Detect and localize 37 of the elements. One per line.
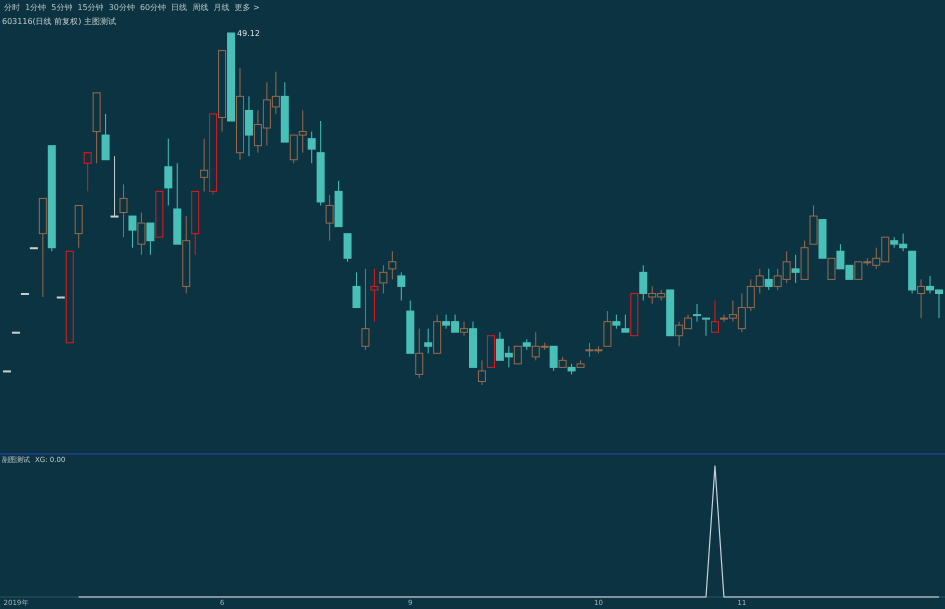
candlestick [397, 272, 406, 302]
candlestick [764, 268, 773, 290]
candlestick [361, 268, 370, 350]
candlestick [352, 272, 360, 308]
chart-title: 603116(日线 前复权) 主图测试 [2, 17, 116, 26]
candlestick [558, 356, 567, 368]
candlestick [514, 346, 522, 364]
candlestick [621, 314, 630, 333]
candlestick [120, 184, 128, 238]
candlestick [917, 278, 926, 319]
candlestick [460, 321, 468, 336]
candlestick [308, 131, 316, 164]
candlestick [128, 216, 136, 248]
candlestick [146, 222, 154, 256]
candlestick [639, 264, 648, 302]
candlestick [379, 264, 388, 294]
candlestick [415, 328, 424, 378]
candlestick [550, 346, 558, 372]
candlestick [388, 250, 396, 280]
chart-subtitle: 分时 1分钟 5分钟 15分钟 30分钟 60分钟 日线 周线 月线 更多 > [4, 3, 260, 12]
candlestick [710, 300, 719, 333]
candlestick [792, 254, 800, 284]
candlestick [693, 304, 702, 322]
candlestick [478, 360, 486, 386]
candlestick [568, 363, 576, 375]
candlestick [370, 268, 378, 322]
candlestick [137, 212, 146, 256]
candlestick [164, 138, 172, 206]
annotation: 49.12 [237, 29, 260, 38]
candlestick [522, 338, 531, 350]
candlestick [612, 314, 620, 330]
candlestick [84, 152, 92, 192]
candlestick [702, 318, 710, 336]
candlestick [326, 194, 334, 242]
candlestick [110, 156, 119, 218]
candlestick [827, 258, 836, 280]
candlestick [424, 328, 432, 354]
